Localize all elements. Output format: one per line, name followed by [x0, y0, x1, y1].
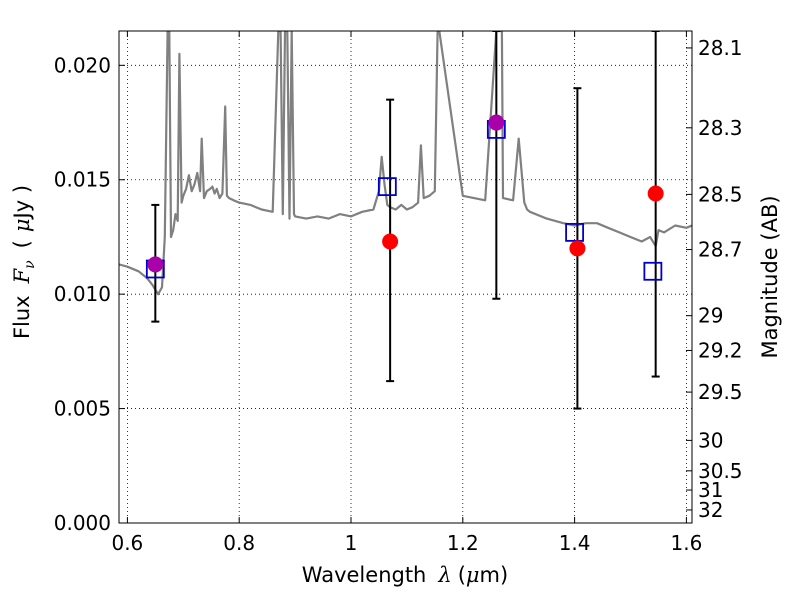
synthetic-square-3: [565, 222, 585, 242]
magnitude-tick-label-9: 31: [698, 478, 723, 502]
y-axis-label-subscript: ν: [22, 260, 38, 269]
magnitude-tick-label-1: 28.3: [698, 116, 743, 140]
y-axis-label-prefix: Flux: [10, 295, 34, 339]
magnitude-tick-label-3: 28.7: [698, 238, 743, 262]
y-axis-label-symbol: F: [10, 267, 34, 284]
y-axis-label-unit: Jy ): [10, 185, 34, 221]
observed-point-0: [147, 256, 164, 273]
synthetic-square-1: [377, 177, 397, 197]
x-tick-label-1: 0.8: [223, 531, 255, 555]
observed-point-2: [488, 114, 505, 131]
y-axis-label: Flux Fν ( μJy ): [10, 185, 38, 339]
magnitude-tick-label-7: 30: [698, 428, 723, 452]
plot-content: [119, 31, 692, 410]
plot-frame: [118, 30, 693, 524]
y-axis-label-open: (: [10, 240, 34, 248]
y-axis-label-mu: μ: [10, 218, 34, 232]
plot-clipped-group: [119, 31, 692, 410]
magnitude-tick-label-2: 28.5: [698, 182, 743, 206]
y-tick-label-3: 0.015: [54, 168, 111, 192]
y-tick-label-0: 0.000: [54, 511, 111, 535]
x-tick-label-5: 1.6: [671, 531, 703, 555]
x-tick-label-0: 0.6: [111, 531, 143, 555]
observed-point-1: [382, 233, 399, 250]
y-tick-label-1: 0.005: [54, 397, 111, 421]
x-tick-label-4: 1.4: [559, 531, 591, 555]
x-axis-label-unit: m): [480, 563, 509, 587]
x-axis-label: Wavelength λ (μm): [302, 563, 508, 587]
x-axis-label-symbol: λ: [437, 563, 451, 587]
model-spectrum-line: [119, 31, 692, 296]
magnitude-tick-label-10: 32: [698, 498, 723, 522]
magnitude-tick-label-5: 29.2: [698, 338, 743, 362]
x-tick-label-3: 1.2: [447, 531, 479, 555]
ticks: 0.6 0.8 1 1.2 1.4 1.6 0.000 0.005 0.010 0.015 0.02…: [54, 31, 743, 555]
magnitude-tick-label-0: 28.1: [698, 36, 743, 60]
x-axis-label-prefix: Wavelength: [302, 563, 427, 587]
synthetic-square-4: [643, 261, 663, 281]
y-tick-label-2: 0.010: [54, 282, 111, 306]
x-axis-label-mu: μ: [466, 563, 480, 587]
x-tick-label-2: 1: [345, 531, 358, 555]
magnitude-tick-label-4: 29: [698, 304, 723, 328]
observed-point-3: [569, 240, 586, 257]
magnitude-tick-label-6: 29.5: [698, 380, 743, 404]
observed-point-4: [647, 185, 664, 202]
y-tick-label-4: 0.020: [54, 53, 111, 77]
right-axis-label: Magnitude (AB): [758, 195, 782, 358]
magnitude-tick-label-8: 30.5: [698, 459, 743, 483]
x-axis-label-open: (: [458, 563, 466, 587]
